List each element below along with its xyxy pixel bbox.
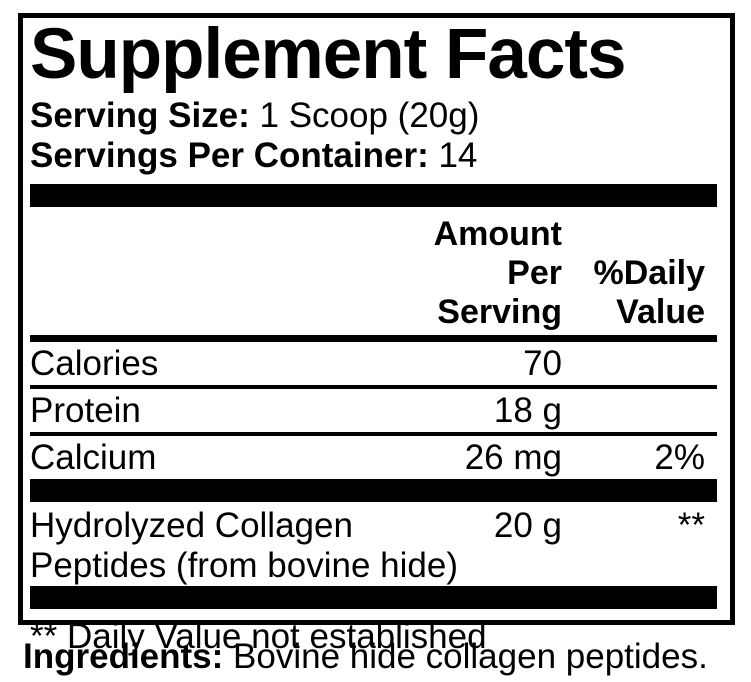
ingredients-label: Ingredients: — [23, 637, 224, 676]
section-divider-bar — [30, 586, 717, 610]
nutrient-row-calories: Calories 70 — [30, 342, 717, 390]
nutrient-name: Calcium — [30, 438, 157, 478]
servings-per-container-label: Servings Per Container: — [30, 136, 429, 176]
servings-per-container-line: Servings Per Container: 14 — [30, 136, 717, 176]
daily-value-footnote: ** Daily Value not established — [30, 617, 487, 657]
nutrient-dv: ** — [677, 506, 705, 546]
header-divider-bar — [30, 335, 717, 343]
nutrient-name-line1: Hydrolyzed Collagen — [30, 506, 353, 546]
serving-size-line: Serving Size: 1 Scoop (20g) — [30, 96, 717, 136]
ingredients-line: Ingredients: Bovine hide collagen peptid… — [23, 636, 708, 678]
section-divider-bar — [30, 184, 717, 208]
daily-value-header: %Daily Value — [593, 254, 706, 332]
nutrient-dv: 2% — [654, 438, 705, 478]
serving-info: Serving Size: 1 Scoop (20g) Servings Per… — [30, 96, 717, 176]
nutrient-amount: 70 — [523, 344, 562, 384]
amount-per-serving-header: Amount Per Serving — [433, 215, 562, 332]
column-header-row: Amount Per Serving %Daily Value — [30, 207, 717, 335]
serving-size-value: 1 Scoop (20g) — [249, 96, 480, 136]
supplement-facts-panel: Supplement Facts Serving Size: 1 Scoop (… — [18, 13, 735, 656]
panel-title: Supplement Facts — [30, 15, 627, 94]
nutrient-row-collagen: Hydrolyzed Collagen 20 g ** Peptides (fr… — [30, 502, 717, 586]
nutrient-name-line2: Peptides (from bovine hide) — [30, 546, 458, 586]
serving-size-label: Serving Size: — [30, 96, 250, 136]
ingredients-value: Bovine hide collagen peptides. — [223, 637, 708, 676]
nutrient-name: Calories — [30, 344, 159, 384]
nutrient-amount: 18 g — [493, 391, 562, 431]
nutrient-name: Protein — [30, 391, 141, 431]
nutrient-row-protein: Protein 18 g — [30, 389, 717, 437]
nutrient-row-calcium: Calcium 26 mg 2% — [30, 436, 717, 479]
section-divider-bar — [30, 479, 717, 503]
nutrient-amount: 26 mg — [464, 438, 562, 478]
nutrient-amount: 20 g — [493, 506, 562, 546]
servings-per-container-value: 14 — [428, 136, 478, 176]
